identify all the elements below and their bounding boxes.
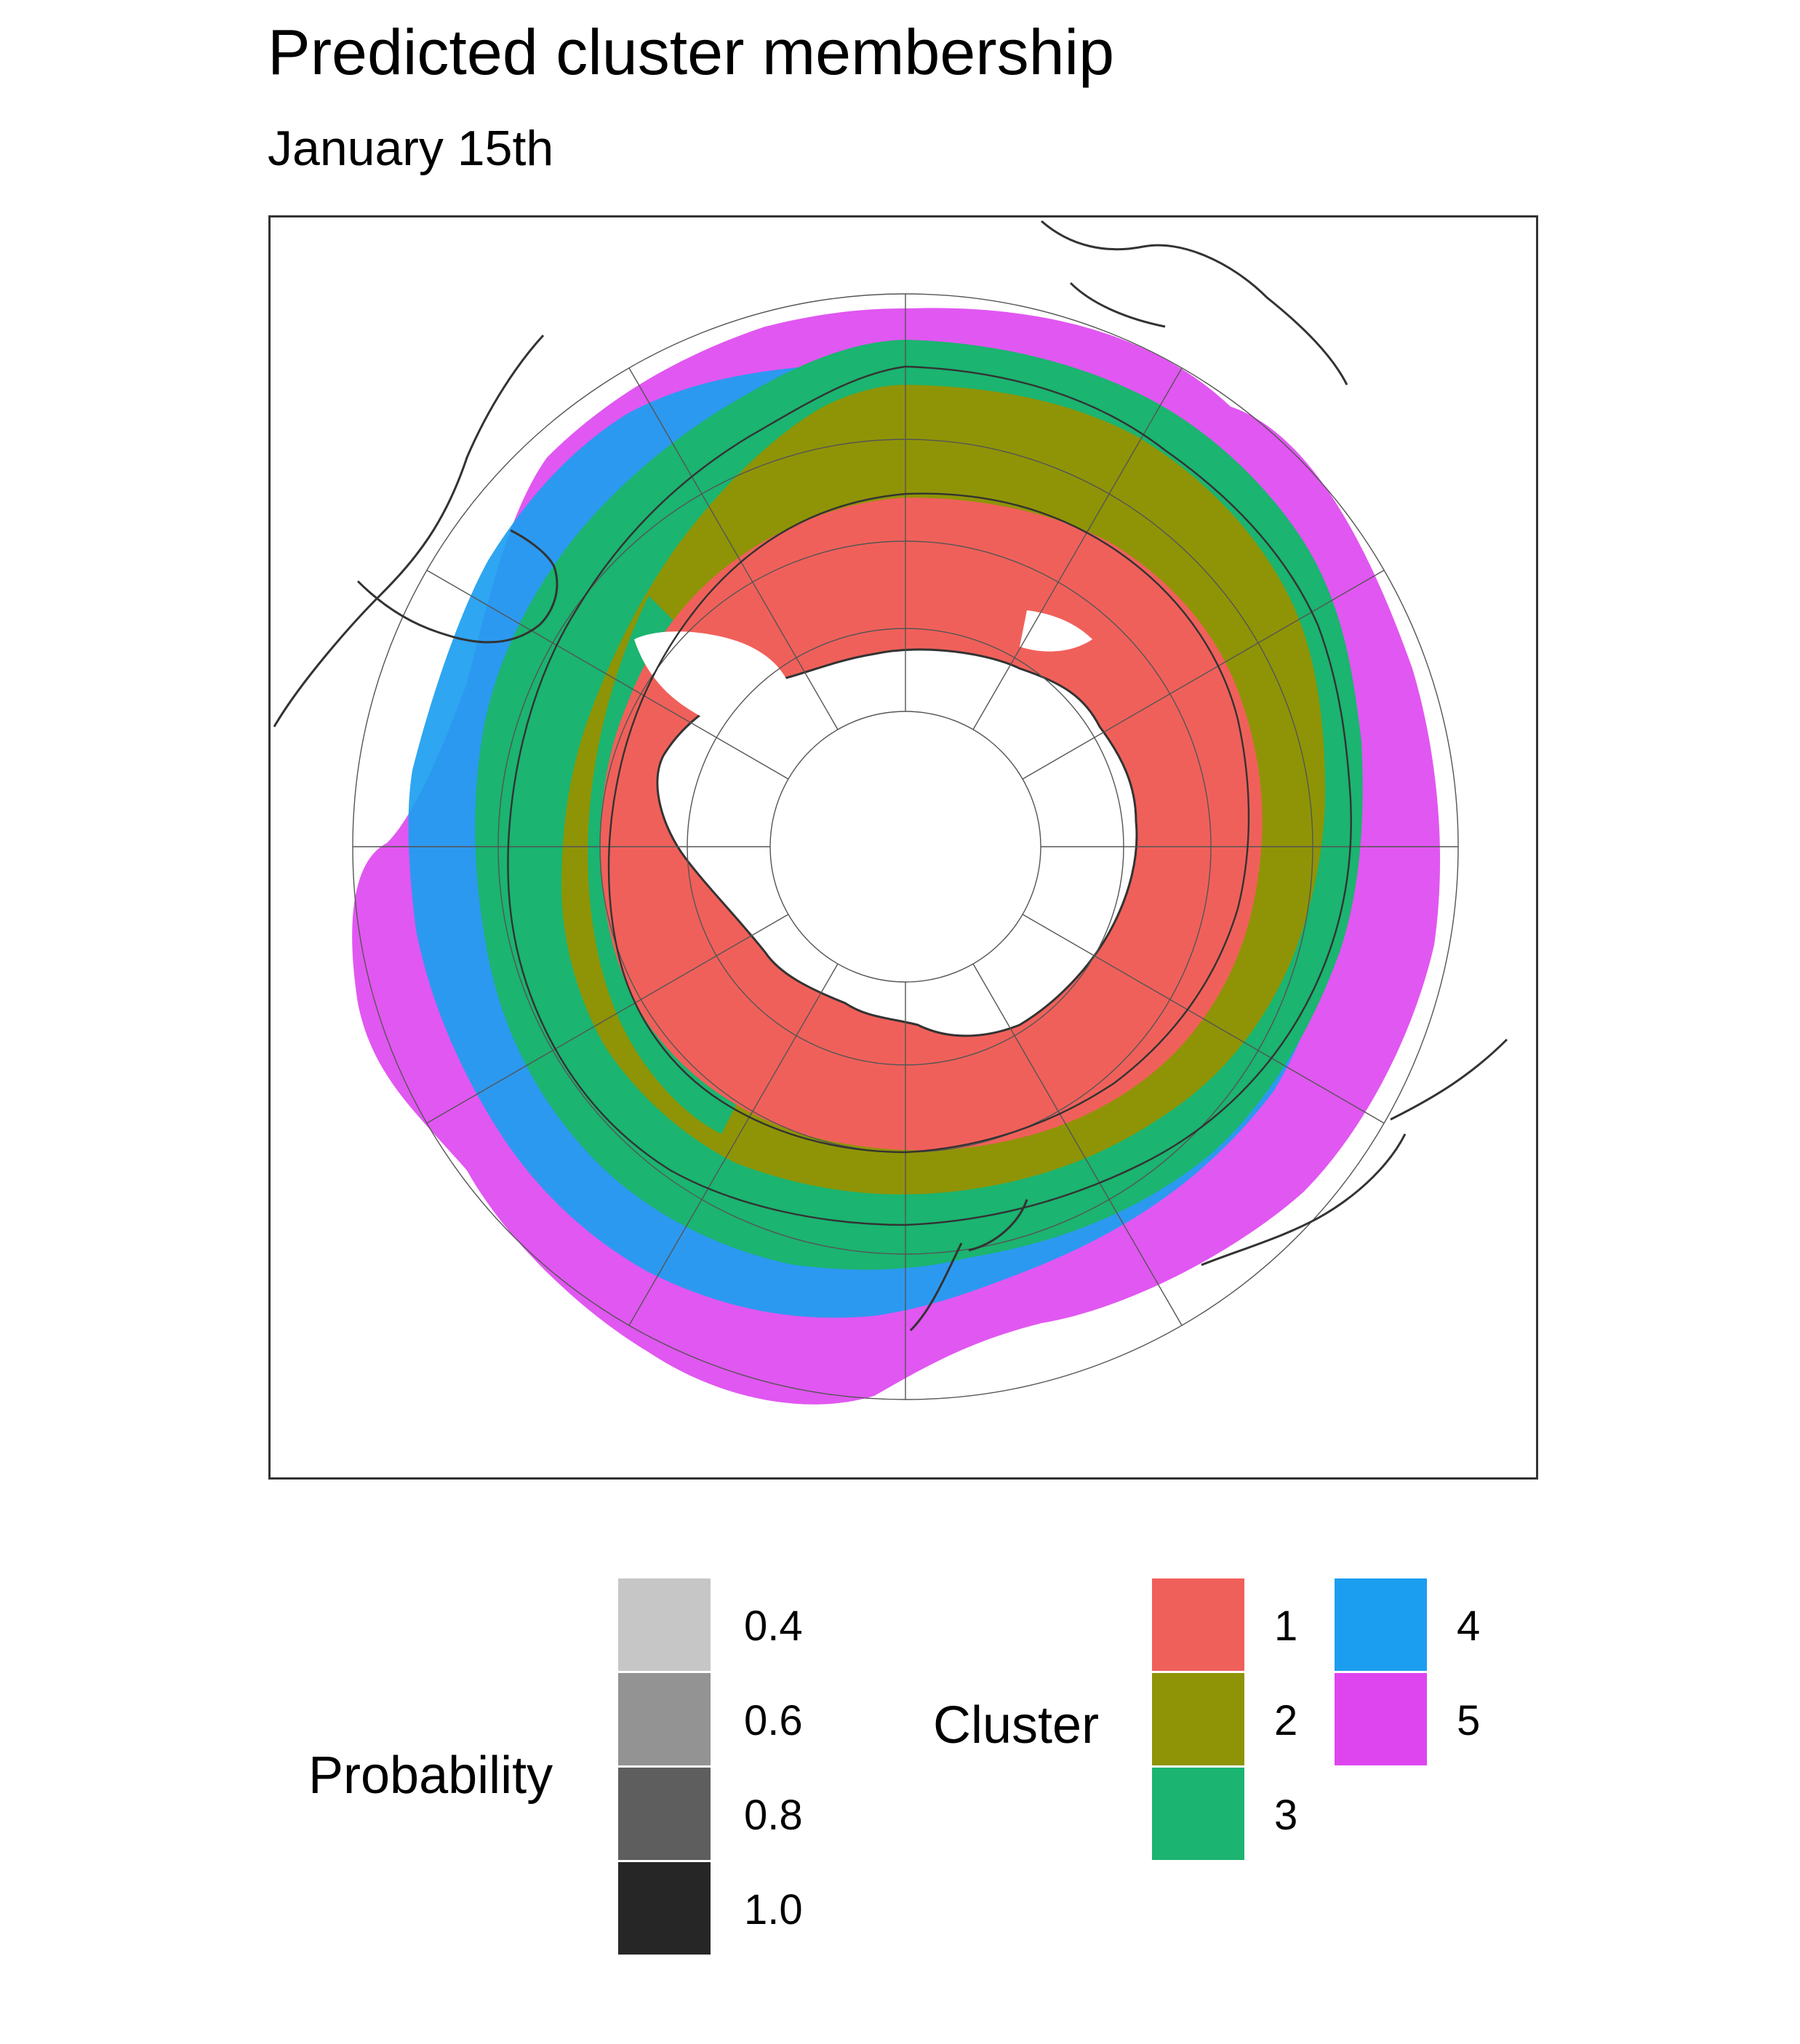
chart-subtitle: January 15th (268, 121, 554, 176)
coastlines (273, 220, 1508, 1332)
front-contour-outer (507, 365, 1352, 1226)
africa-coast (1041, 220, 1348, 386)
probability-key-label: 1.0 (744, 1886, 803, 1933)
cluster-key-label: 1 (1274, 1602, 1298, 1650)
probability-legend-title: Probability (308, 1746, 553, 1805)
probability-key-0.4 (618, 1578, 711, 1671)
meridian (426, 570, 789, 780)
cluster-key-label: 5 (1457, 1697, 1481, 1744)
antarctica-land (634, 610, 1138, 1037)
probability-key-label: 0.8 (744, 1792, 803, 1839)
chart-title: Predicted cluster membership (268, 16, 1115, 88)
front-contour-inner (607, 492, 1250, 1154)
south-america-coast (273, 334, 559, 727)
meridian (628, 963, 839, 1326)
cluster-key-3 (1152, 1768, 1244, 1860)
probability-key-1.0 (618, 1862, 711, 1955)
probability-key-0.8 (618, 1768, 711, 1860)
cluster-key-label: 2 (1274, 1697, 1298, 1744)
probability-key-label: 0.6 (744, 1697, 803, 1744)
cluster-key-2 (1152, 1673, 1244, 1765)
new-zealand-coast (909, 1199, 1028, 1332)
cluster-key-label: 3 (1274, 1792, 1298, 1839)
cluster-key-4 (1335, 1578, 1427, 1671)
polar-map (273, 220, 1508, 1405)
graticule (352, 293, 1459, 1400)
cluster-key-1 (1152, 1578, 1244, 1671)
cluster-bands (352, 308, 1441, 1405)
meridian (1022, 570, 1385, 780)
cluster-key-5 (1335, 1673, 1427, 1765)
meridian (628, 367, 839, 730)
probability-key-label: 0.4 (744, 1602, 803, 1650)
meridian (426, 914, 789, 1124)
map-panel (268, 215, 1538, 1480)
meridian (1022, 914, 1385, 1124)
cluster-key-label: 4 (1457, 1602, 1481, 1650)
meridian (972, 963, 1183, 1326)
probability-key-0.6 (618, 1673, 711, 1765)
meridian (972, 367, 1183, 730)
australia-coast (1201, 1038, 1508, 1266)
cluster-legend-title: Cluster (933, 1696, 1100, 1754)
